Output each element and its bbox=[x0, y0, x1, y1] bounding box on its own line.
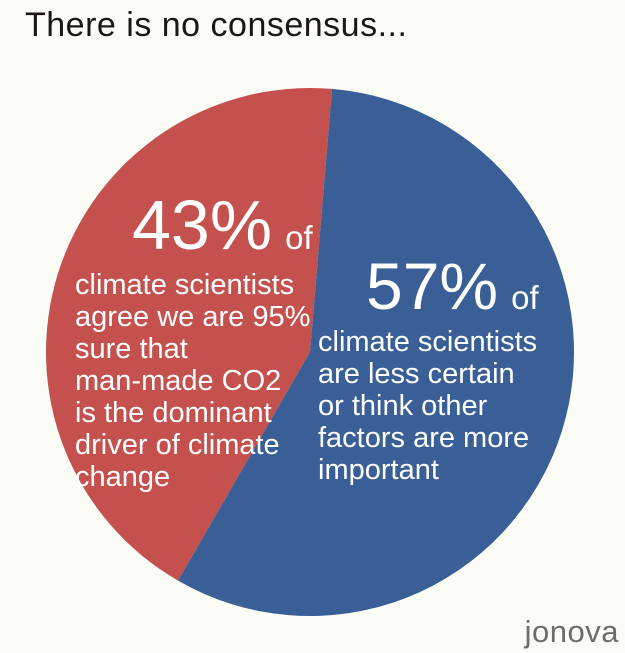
agree-percent-of: of bbox=[285, 219, 313, 256]
chart-title: There is no consensus... bbox=[25, 6, 408, 44]
pie-slices-group bbox=[46, 88, 575, 617]
less-certain-label-line: are less certain bbox=[318, 358, 515, 390]
agree-label-line: driver of climate bbox=[75, 429, 280, 461]
agree-percent-value: 43% bbox=[132, 186, 273, 264]
pie-slice-less-certain bbox=[178, 88, 575, 617]
watermark: jonova bbox=[524, 614, 619, 649]
agree-label-line: agree we are 95% bbox=[75, 301, 311, 333]
agree-label-line: man-made CO2 bbox=[75, 365, 282, 397]
slice-label-agree: 43% of climate scientists agree we are 95… bbox=[75, 190, 330, 493]
less-certain-label-line: climate scientists bbox=[318, 326, 538, 358]
less-certain-label-line: or think other bbox=[318, 390, 488, 422]
agree-percent-line: 43% of bbox=[75, 190, 330, 269]
less-certain-label-line: factors are more bbox=[318, 422, 530, 454]
less-certain-percent-line: 57% of bbox=[318, 253, 583, 326]
slice-label-less-certain: 57% of climate scientists are less certai… bbox=[318, 253, 583, 486]
agree-label-line: climate scientists bbox=[75, 269, 295, 301]
agree-label-line: sure that bbox=[75, 333, 188, 365]
pie-slice-agree bbox=[46, 88, 333, 581]
less-certain-percent-of: of bbox=[511, 279, 539, 316]
agree-label-line: change bbox=[75, 461, 171, 493]
less-certain-label-line: important bbox=[318, 454, 439, 486]
agree-label-line: is the dominant bbox=[75, 397, 272, 429]
less-certain-percent-value: 57% bbox=[366, 249, 499, 323]
